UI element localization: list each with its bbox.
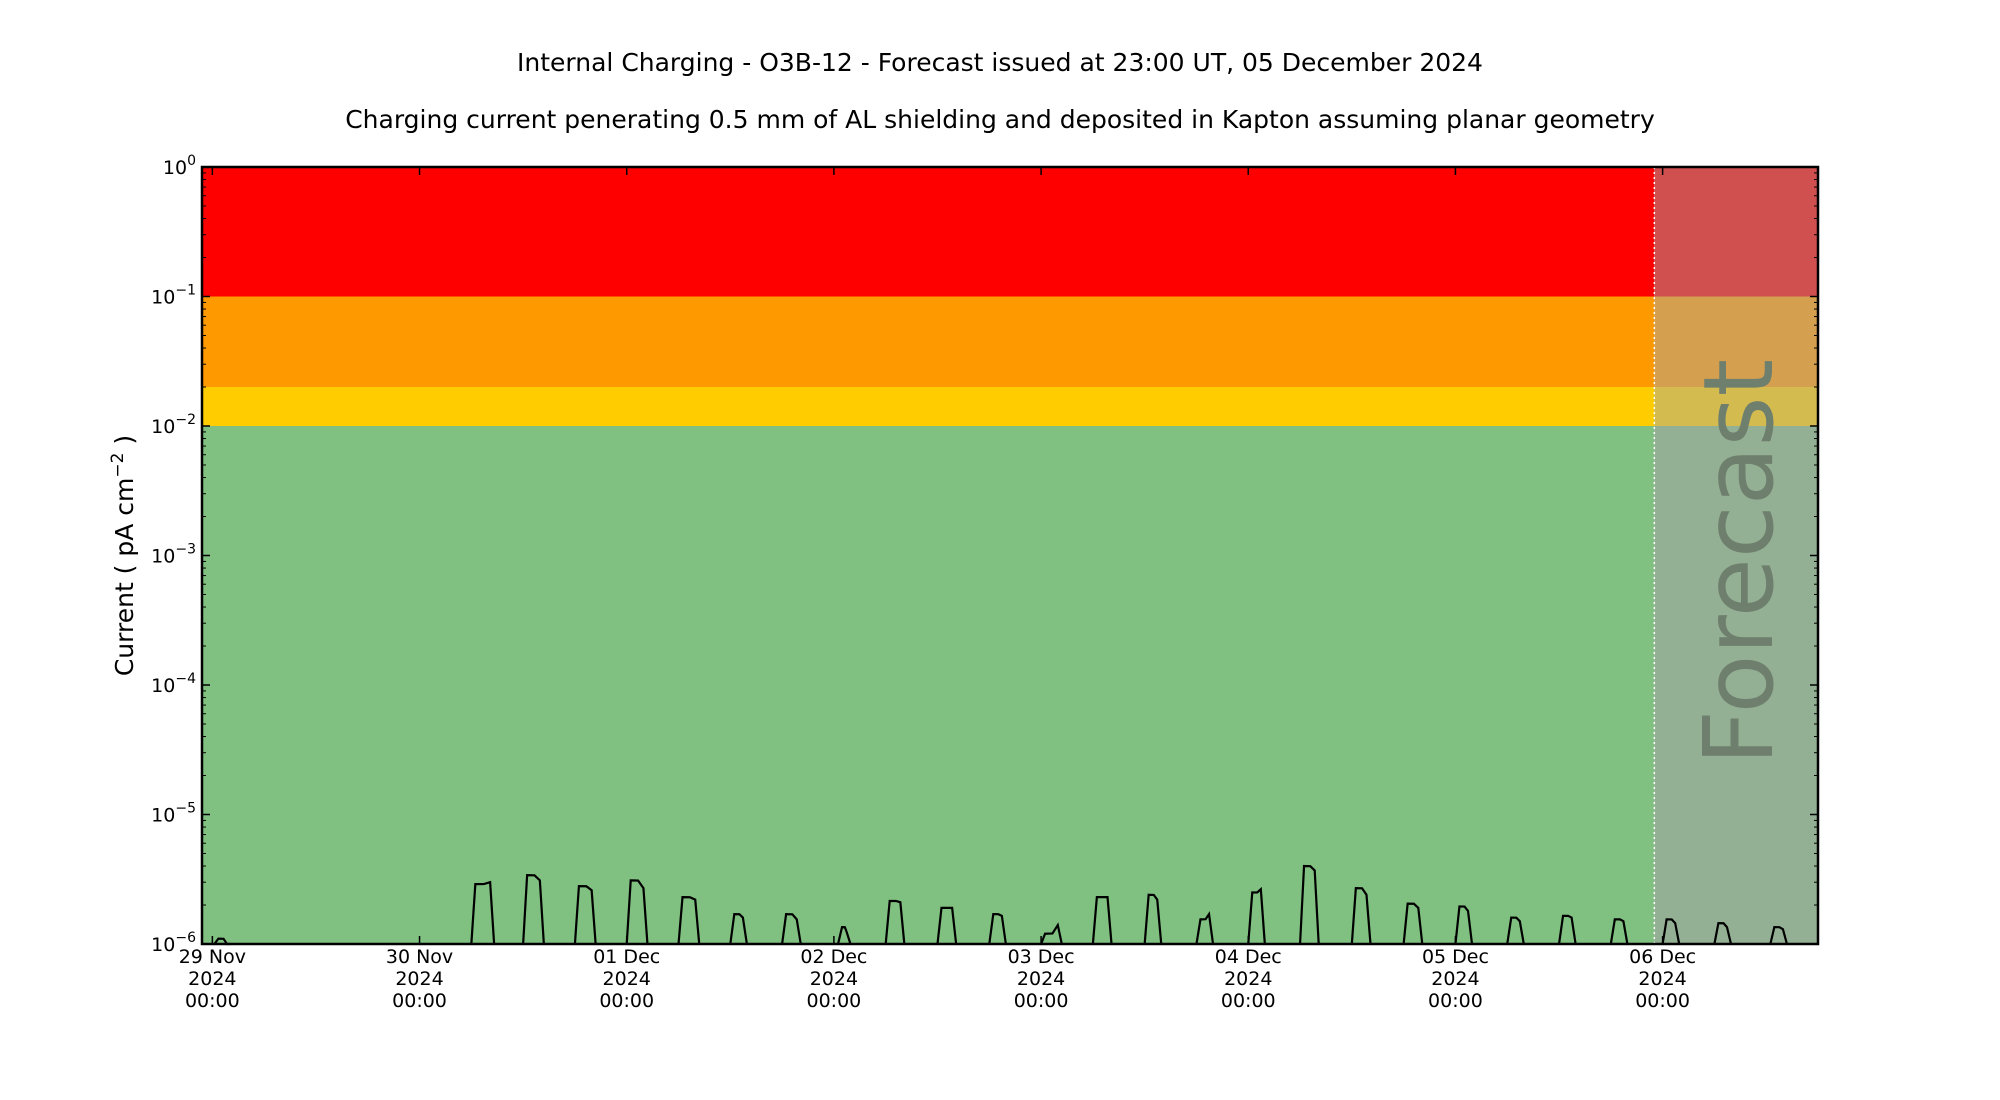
x-tick-label: 00:00 [392, 990, 447, 1012]
series-peak [573, 884, 597, 945]
series-peak [1609, 918, 1629, 945]
x-tick-label: 00:00 [599, 990, 654, 1012]
y-tick-label: 10−2 [151, 412, 196, 438]
band-orange-forecast [1654, 296, 1818, 388]
x-tick-label: 2024 [810, 968, 858, 990]
y-tick-label: 10−5 [151, 801, 196, 827]
series-peak [781, 913, 802, 945]
series-peak [1143, 893, 1163, 945]
series-peak [1402, 902, 1424, 945]
y-tick-label: 10−3 [151, 542, 196, 568]
series-peak [884, 899, 906, 945]
y-tick-label: 10−6 [151, 930, 196, 956]
series-peak [1557, 914, 1577, 945]
forecast-region: Forecast [1653, 167, 1818, 944]
series-peak [1454, 905, 1474, 945]
series-peak [1195, 911, 1215, 945]
x-tick-label: 03 Dec [1008, 946, 1075, 968]
axes: 100 10−1 10−2 10−3 10−4 10−5 10−6 Current ( pA … [108, 153, 1820, 1012]
series-peak [1247, 886, 1266, 945]
band-yellow-forecast [1654, 387, 1818, 426]
chart-title: Internal Charging - O3B-12 - Forecast is… [517, 48, 1483, 77]
series-peak [1506, 916, 1525, 945]
x-tick-label: 00:00 [1221, 990, 1276, 1012]
series-peak [729, 913, 748, 945]
x-tick-label: 00:00 [185, 990, 240, 1012]
chart-subtitle: Charging current penerating 0.5 mm of AL… [345, 105, 1655, 134]
x-tick-label: 2024 [1638, 968, 1686, 990]
series-peak [988, 913, 1007, 945]
x-tick-label: 04 Dec [1215, 946, 1282, 968]
x-tick-label: 00:00 [1014, 990, 1069, 1012]
band-red-forecast [1654, 167, 1818, 297]
series-peak [1298, 864, 1320, 945]
series-peak [1040, 922, 1063, 945]
x-tick-label: 2024 [1017, 968, 1065, 990]
x-tick-label: 01 Dec [593, 946, 660, 968]
y-tick-label: 10−1 [151, 283, 196, 309]
x-tick-label: 2024 [603, 968, 651, 990]
series-peak [1713, 921, 1733, 945]
x-tick-label: 29 Nov [179, 946, 246, 968]
series-peak [677, 896, 701, 945]
series-peak [836, 925, 852, 945]
x-tick-label: 02 Dec [800, 946, 867, 968]
series-peak [1350, 887, 1372, 945]
x-tick-label: 06 Dec [1629, 946, 1696, 968]
x-tick-label: 00:00 [807, 990, 862, 1012]
band-orange [202, 296, 1655, 388]
series-peak [1091, 896, 1113, 945]
x-tick-label: 2024 [395, 968, 443, 990]
series-peak [522, 874, 545, 945]
series-peak [1661, 918, 1681, 945]
series-peak [1769, 926, 1788, 945]
series-peak [625, 879, 649, 945]
x-tick-label: 05 Dec [1422, 946, 1489, 968]
x-tick-label: 00:00 [1428, 990, 1483, 1012]
band-red [202, 167, 1655, 297]
y-tick-label: 100 [163, 153, 196, 179]
y-tick-label: 10−4 [151, 671, 196, 697]
series-peak [470, 880, 496, 945]
risk-bands [202, 167, 1655, 944]
x-tick-label: 00:00 [1635, 990, 1690, 1012]
band-green-forecast [1654, 426, 1818, 944]
series-peak [936, 906, 958, 945]
current-series [213, 864, 1788, 946]
x-tick-label: 30 Nov [386, 946, 453, 968]
band-yellow [202, 387, 1655, 426]
band-green [202, 426, 1655, 944]
x-tick-label: 2024 [1431, 968, 1479, 990]
x-tick-label: 2024 [1224, 968, 1272, 990]
y-axis-label: Current ( pA cm−2 ) [108, 435, 139, 676]
forecast-label: Forecast [1683, 359, 1795, 765]
x-tick-label: 2024 [188, 968, 236, 990]
